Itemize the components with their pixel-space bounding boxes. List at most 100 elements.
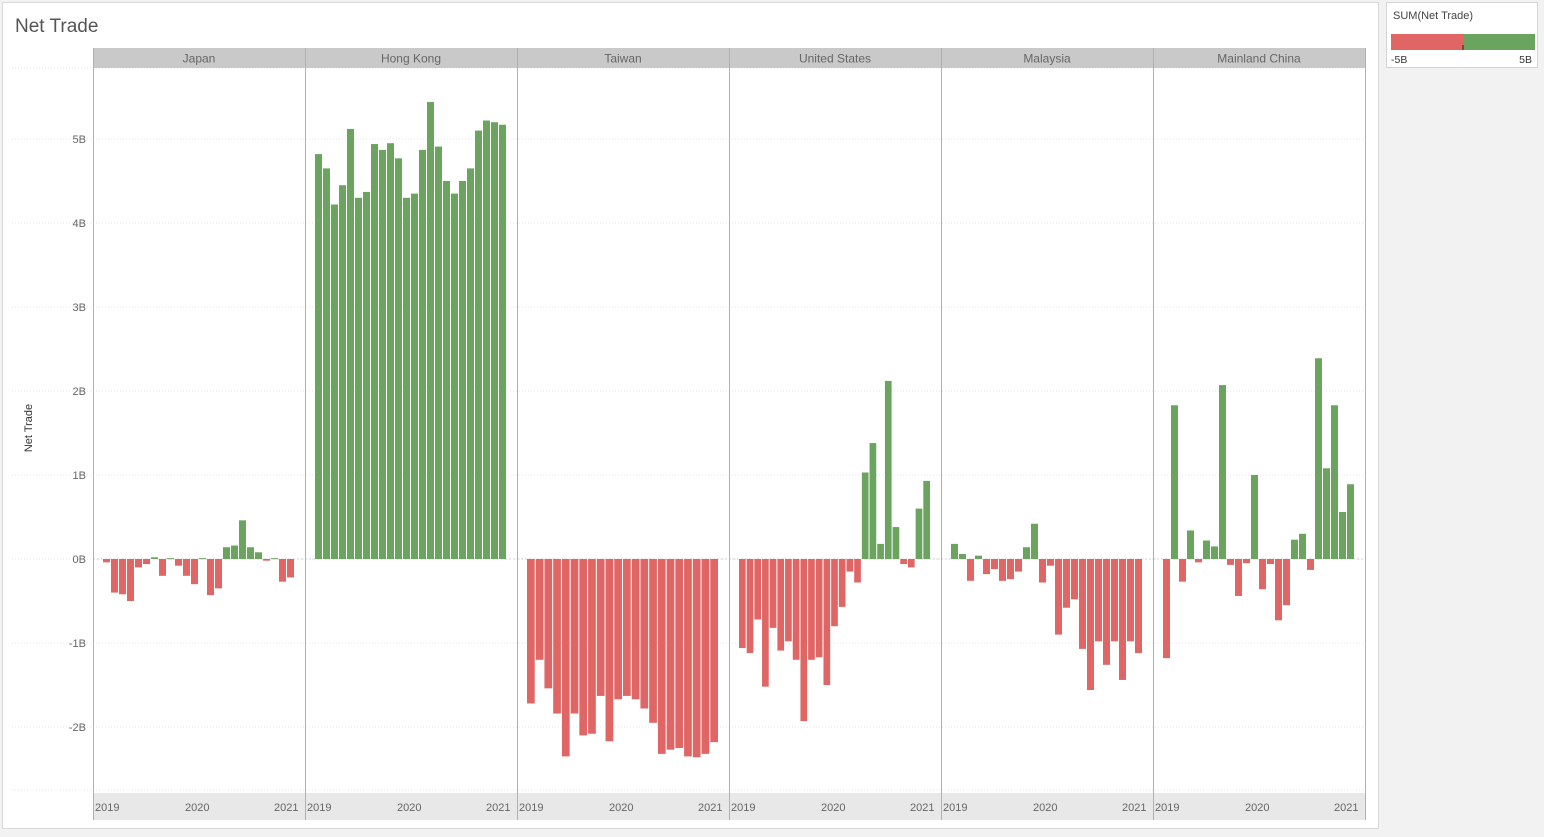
pane-header[interactable] bbox=[941, 48, 1153, 68]
bar[interactable] bbox=[588, 559, 596, 734]
bar[interactable] bbox=[1323, 468, 1330, 559]
bar[interactable] bbox=[1235, 559, 1242, 596]
bar[interactable] bbox=[207, 559, 214, 596]
bar[interactable] bbox=[315, 154, 322, 559]
bar[interactable] bbox=[1251, 475, 1258, 559]
bar[interactable] bbox=[1203, 540, 1210, 559]
bar[interactable] bbox=[915, 508, 923, 559]
bar[interactable] bbox=[183, 559, 190, 576]
bar[interactable] bbox=[331, 204, 338, 559]
bar[interactable] bbox=[692, 559, 701, 758]
bar[interactable] bbox=[411, 193, 418, 559]
bar[interactable] bbox=[231, 545, 238, 559]
bar[interactable] bbox=[1275, 559, 1282, 621]
bar[interactable] bbox=[1071, 559, 1078, 600]
bar[interactable] bbox=[983, 559, 990, 575]
bar[interactable] bbox=[103, 559, 110, 563]
bar[interactable] bbox=[1031, 523, 1038, 559]
bar[interactable] bbox=[861, 472, 869, 559]
bar[interactable] bbox=[427, 102, 434, 559]
bar[interactable] bbox=[143, 559, 150, 565]
bar[interactable] bbox=[815, 559, 823, 658]
bar[interactable] bbox=[451, 193, 458, 559]
bar[interactable] bbox=[459, 181, 466, 559]
bar[interactable] bbox=[443, 181, 450, 559]
bar[interactable] bbox=[675, 559, 684, 748]
bar[interactable] bbox=[1023, 547, 1030, 559]
bar[interactable] bbox=[923, 480, 930, 559]
bar[interactable] bbox=[1267, 559, 1274, 565]
bar[interactable] bbox=[1307, 559, 1314, 570]
bar[interactable] bbox=[959, 553, 966, 559]
bar[interactable] bbox=[1283, 559, 1290, 606]
bar[interactable] bbox=[785, 559, 792, 642]
bar[interactable] bbox=[684, 559, 692, 757]
bar[interactable] bbox=[777, 559, 785, 651]
bar[interactable] bbox=[769, 559, 777, 628]
bar[interactable] bbox=[991, 559, 998, 570]
bar[interactable] bbox=[263, 559, 270, 561]
bar[interactable] bbox=[640, 559, 649, 709]
bar[interactable] bbox=[527, 559, 535, 704]
bar[interactable] bbox=[467, 168, 474, 559]
bar[interactable] bbox=[355, 197, 362, 560]
bar[interactable] bbox=[1339, 511, 1346, 559]
bar[interactable] bbox=[666, 559, 675, 750]
bar[interactable] bbox=[1315, 358, 1322, 559]
bar[interactable] bbox=[631, 559, 640, 700]
bar[interactable] bbox=[1331, 405, 1338, 559]
bar[interactable] bbox=[435, 146, 442, 559]
bar[interactable] bbox=[1259, 559, 1266, 590]
bar[interactable] bbox=[1055, 559, 1062, 635]
bar[interactable] bbox=[808, 559, 815, 660]
bar[interactable] bbox=[1195, 559, 1202, 563]
bar[interactable] bbox=[1227, 559, 1234, 565]
bar[interactable] bbox=[1079, 559, 1086, 649]
bar[interactable] bbox=[1015, 559, 1022, 572]
bar[interactable] bbox=[535, 559, 544, 660]
bar[interactable] bbox=[762, 559, 769, 687]
bar[interactable] bbox=[271, 558, 278, 560]
bar[interactable] bbox=[255, 552, 262, 559]
bar[interactable] bbox=[279, 559, 286, 582]
bar[interactable] bbox=[1163, 559, 1170, 659]
bar[interactable] bbox=[570, 559, 579, 714]
bar[interactable] bbox=[1103, 559, 1110, 665]
bar[interactable] bbox=[1039, 559, 1046, 583]
bar[interactable] bbox=[892, 527, 900, 559]
bar[interactable] bbox=[1179, 559, 1186, 582]
bar[interactable] bbox=[323, 168, 330, 559]
bar[interactable] bbox=[831, 559, 838, 627]
bar[interactable] bbox=[1047, 559, 1054, 566]
bar[interactable] bbox=[223, 547, 230, 559]
bar[interactable] bbox=[907, 559, 915, 568]
bar[interactable] bbox=[579, 559, 588, 736]
bar[interactable] bbox=[1087, 559, 1094, 691]
bar[interactable] bbox=[649, 559, 657, 723]
bar[interactable] bbox=[975, 555, 982, 559]
bar[interactable] bbox=[553, 559, 561, 714]
bar[interactable] bbox=[1211, 546, 1218, 559]
color-legend[interactable]: SUM(Net Trade) -5B 5B bbox=[1386, 2, 1538, 68]
bar[interactable] bbox=[135, 559, 142, 568]
bar[interactable] bbox=[419, 149, 426, 560]
bar[interactable] bbox=[1243, 559, 1250, 564]
pane-header[interactable] bbox=[517, 48, 729, 68]
bar[interactable] bbox=[623, 559, 631, 696]
bar[interactable] bbox=[363, 191, 370, 560]
bar[interactable] bbox=[339, 185, 346, 559]
bar[interactable] bbox=[1135, 559, 1142, 654]
bar[interactable] bbox=[199, 558, 206, 560]
bar[interactable] bbox=[1127, 559, 1134, 642]
bar[interactable] bbox=[800, 559, 808, 722]
bar[interactable] bbox=[746, 559, 754, 654]
bar[interactable] bbox=[167, 558, 174, 560]
bar[interactable] bbox=[127, 559, 134, 601]
bar[interactable] bbox=[379, 149, 386, 560]
bar[interactable] bbox=[701, 559, 710, 754]
bar[interactable] bbox=[1347, 484, 1354, 559]
bar[interactable] bbox=[999, 559, 1006, 581]
bar[interactable] bbox=[483, 120, 490, 560]
bar[interactable] bbox=[605, 559, 614, 742]
bar[interactable] bbox=[1291, 539, 1298, 559]
